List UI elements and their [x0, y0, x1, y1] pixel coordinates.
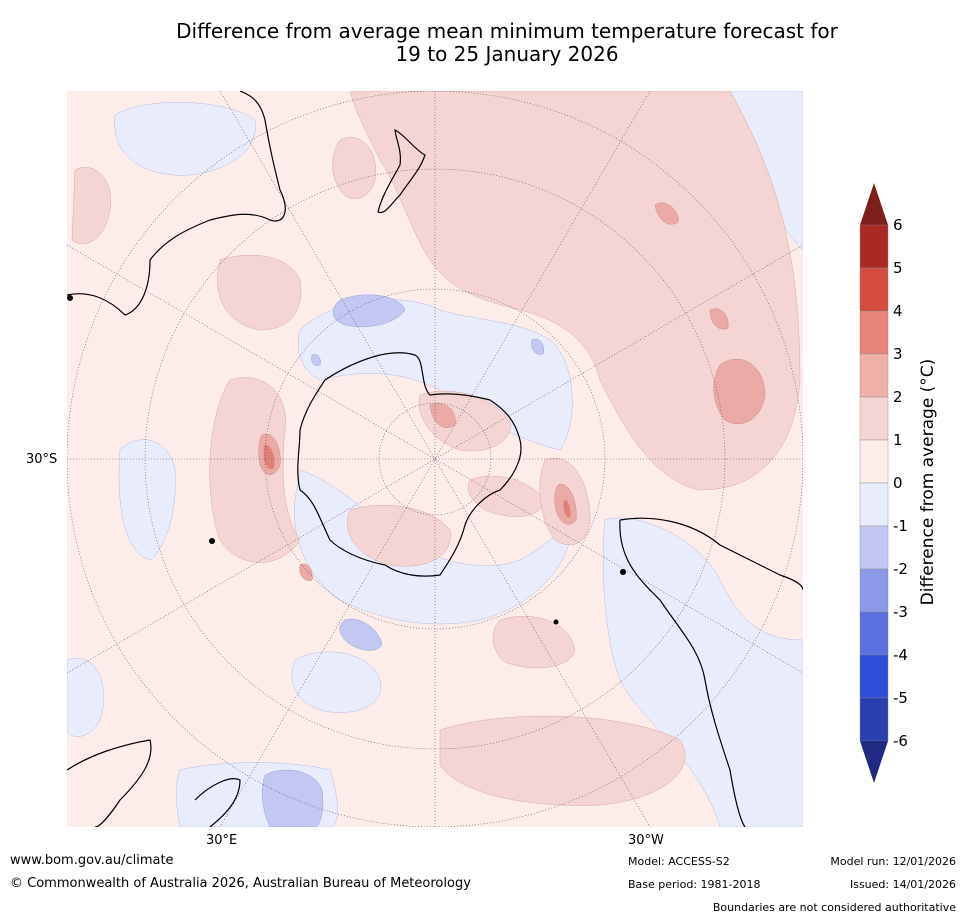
colorbar-segment	[859, 353, 889, 398]
new-zealand-coast	[377, 128, 426, 214]
copyright-text: © Commonwealth of Australia 2026, Austra…	[10, 876, 471, 891]
colorbar-tick-label: -2	[893, 560, 908, 578]
colorbar-tick-label: 3	[893, 345, 903, 363]
colorbar-tick-label: 6	[893, 216, 903, 234]
small-islands	[67, 295, 626, 625]
disclaimer-text: Boundaries are not considered authoritat…	[712, 901, 956, 914]
colorbar-segment	[859, 482, 889, 527]
colorbar-tick-label: 2	[893, 388, 903, 406]
colorbar-tick-label: -1	[893, 517, 908, 535]
colorbar-segment	[859, 611, 889, 656]
colorbar-tick-label: 5	[893, 259, 903, 277]
anomaly-pos-2-3	[258, 202, 766, 581]
graticule	[67, 91, 803, 827]
south-america-coast	[619, 517, 803, 827]
australia-coast	[67, 91, 286, 316]
anomaly-pos-1-2	[71, 91, 801, 806]
colorbar-segment	[859, 310, 889, 355]
colorbar-tick-label: 4	[893, 302, 903, 320]
africa-coast	[67, 739, 152, 827]
colorbar-extend-bottom	[860, 741, 888, 783]
anomaly-pos-3-4	[263, 444, 571, 518]
colorbar-segment	[859, 396, 889, 441]
coastlines	[67, 91, 803, 827]
colorbar-tick-label: -4	[893, 646, 908, 664]
colorbar-segment	[859, 697, 889, 742]
colorbar-segment	[859, 267, 889, 312]
madagascar-coast	[194, 778, 241, 827]
colorbar-tick-label: 0	[893, 474, 903, 492]
antarctica-coast	[297, 352, 522, 577]
colorbar-segment	[859, 525, 889, 570]
colorbar-segment	[859, 439, 889, 484]
colorbar-segment	[859, 654, 889, 699]
model-text: Model: ACCESS-S2	[628, 855, 730, 868]
colorbar-tick-label: -3	[893, 603, 908, 621]
colorbar-segment	[859, 224, 889, 269]
lon-label-30w: 30°W	[628, 833, 664, 848]
colorbar-tick-label: -5	[893, 689, 908, 707]
colorbar-extend-top	[860, 183, 888, 225]
colorbar-tick-label: -6	[893, 732, 908, 750]
lat-label-30s: 30°S	[26, 452, 58, 467]
base-period-text: Base period: 1981-2018	[628, 878, 761, 891]
lon-label-30e: 30°E	[206, 833, 238, 848]
anomaly-neg-1-2	[262, 294, 544, 827]
title-line-2: 19 to 25 January 2026	[395, 42, 619, 66]
title-line-1: Difference from average mean minimum tem…	[176, 19, 838, 43]
colorbar-segment	[859, 568, 889, 613]
website-link[interactable]: www.bom.gov.au/climate	[10, 853, 174, 868]
map-panel	[67, 91, 803, 827]
chart-title: Difference from average mean minimum tem…	[67, 20, 947, 66]
colorbar	[859, 183, 889, 783]
colorbar-label: Difference from average (°C)	[918, 358, 938, 606]
issued-text: Issued: 14/01/2026	[849, 878, 956, 891]
colorbar-tick-label: 1	[893, 431, 903, 449]
model-run-text: Model run: 12/01/2026	[830, 855, 956, 868]
